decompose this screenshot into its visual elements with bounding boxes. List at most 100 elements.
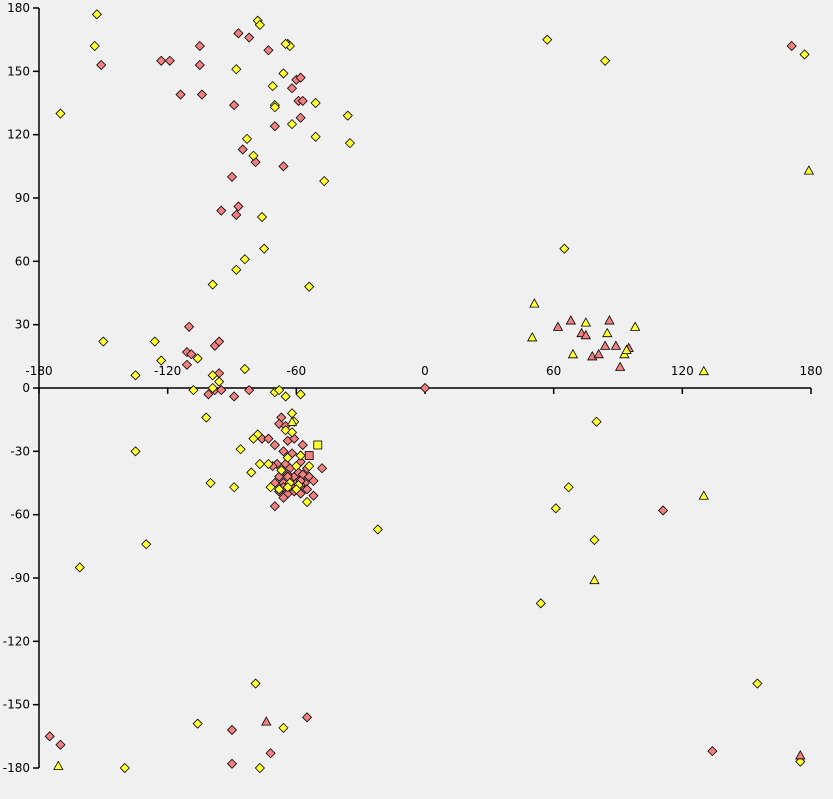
diamond-point [752, 678, 763, 689]
diamond-point [91, 9, 102, 20]
diamond-point [265, 748, 276, 759]
diamond-point [207, 382, 218, 394]
diamond-point [319, 176, 330, 187]
diamond-point [254, 458, 265, 470]
x-tick-label: 180 [800, 364, 823, 378]
diamond-point [248, 150, 259, 161]
diamond-point [297, 439, 308, 451]
diamond-point [156, 355, 167, 366]
diamond-point [278, 68, 289, 79]
y-tick-label: 120 [7, 128, 30, 142]
triangle-point [803, 165, 815, 175]
diamond-point [263, 458, 274, 470]
diamond-point [216, 205, 227, 216]
diamond-point [600, 55, 611, 66]
diamond-point [269, 501, 280, 512]
y-tick-label: -150 [3, 698, 30, 712]
y-tick-label: -180 [3, 761, 30, 775]
axes: -180 -120 -60 0 60 120 180 -180 -150 -120 -90 -60 -3… [3, 1, 823, 775]
y-tick-label: -120 [3, 634, 30, 648]
diamond-point [269, 439, 280, 451]
diamond-point [246, 467, 257, 478]
diamond-point [207, 370, 218, 381]
diamond-point [786, 40, 797, 52]
diamond-point [550, 503, 561, 514]
diamond-point [181, 359, 193, 370]
diamond-point [591, 416, 602, 427]
diamond-point [239, 363, 250, 375]
triangle-point [552, 321, 564, 331]
x-tick-label: 60 [546, 364, 561, 378]
diamond-point [301, 712, 313, 723]
diamond-point [130, 370, 141, 381]
diamond-point [280, 391, 291, 402]
diamond-point [239, 254, 250, 265]
diamond-point [372, 524, 383, 535]
diamond-point [207, 279, 218, 290]
triangle-point [286, 416, 298, 426]
diamond-point [274, 484, 285, 495]
diamond-point [248, 433, 259, 444]
diamond-point [74, 562, 85, 573]
diamond-point [254, 19, 265, 30]
triangle-point [527, 332, 538, 342]
diamond-point [192, 353, 203, 364]
diamond-point [265, 482, 276, 493]
triangle-point [614, 361, 626, 371]
diamond-point [308, 475, 319, 486]
triangle-point [593, 348, 604, 359]
diamond-point [44, 731, 55, 742]
diamond-point [130, 446, 141, 457]
diamond-point [278, 492, 289, 503]
diamond-point [244, 32, 255, 43]
y-tick-label: 30 [15, 318, 30, 332]
x-tick-label: -60 [287, 364, 307, 378]
diamond-point [276, 465, 287, 476]
diamond-point [344, 138, 356, 149]
diamond-point [304, 461, 315, 472]
diamond-point [156, 55, 167, 66]
triangle-point [698, 490, 709, 500]
diamond-point [229, 482, 240, 493]
diamond-point [263, 433, 274, 444]
diamond-point [201, 412, 212, 423]
diamond-point [141, 539, 152, 550]
diamond-point [282, 452, 293, 463]
diamond-point [194, 59, 205, 71]
diamond-point [254, 762, 265, 774]
diamond-point [304, 281, 315, 292]
diamond-point [419, 382, 431, 394]
diamond-point [237, 144, 248, 155]
square-point [313, 440, 323, 450]
x-tick-label: -120 [154, 364, 181, 378]
triangle-point [580, 329, 592, 340]
diamond-point [216, 385, 227, 396]
square-point [304, 451, 314, 460]
diamond-point [295, 72, 306, 83]
diamond-point [291, 461, 302, 472]
diamond-point [186, 349, 197, 360]
diamond-point [295, 450, 306, 461]
diamond-point [149, 336, 160, 347]
y-tick-label: -90 [10, 571, 30, 585]
data-points [44, 9, 815, 774]
diamond-point [98, 336, 109, 347]
triangle-point [580, 317, 592, 327]
diamond-point [301, 496, 313, 508]
diamond-point [310, 131, 321, 142]
diamond-point [535, 598, 546, 609]
diamond-point [297, 95, 308, 106]
diamond-point [259, 243, 270, 254]
diamond-point [241, 133, 253, 144]
diamond-point [194, 40, 205, 52]
diamond-point [278, 161, 289, 172]
diamond-point [205, 477, 216, 489]
diamond-point [269, 102, 280, 113]
diamond-point [244, 385, 255, 396]
diamond-point [226, 171, 238, 182]
diamond-point [119, 762, 130, 774]
diamond-point [559, 243, 570, 254]
diamond-point [229, 391, 240, 402]
y-tick-label: 0 [22, 381, 30, 395]
